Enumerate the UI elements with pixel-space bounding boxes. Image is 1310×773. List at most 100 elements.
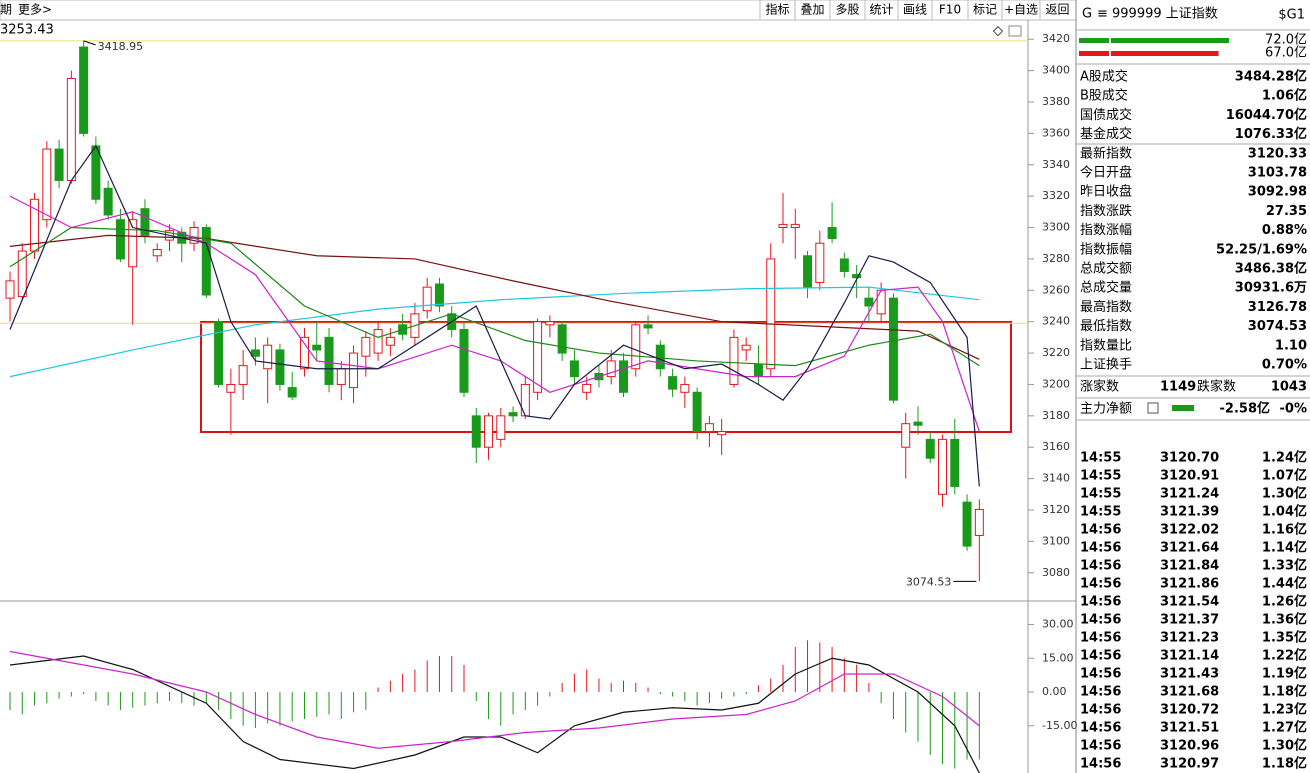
tick-amount: 1.44亿 (1262, 576, 1307, 592)
tick-amount: 1.07亿 (1262, 468, 1307, 484)
tick-price: 3121.84 (1160, 559, 1219, 574)
candle-body (520, 383, 530, 417)
toolbar-button[interactable]: 统计 (869, 3, 893, 17)
toolbar-button[interactable]: +自选 (1004, 3, 1038, 17)
y-tick-label: 3140 (1042, 472, 1070, 485)
tick-time: 14:56 (1080, 739, 1121, 754)
candle-body (152, 249, 162, 257)
moving-average (9, 286, 980, 378)
stat-value: 0.88% (1262, 223, 1307, 238)
stat-label: 总成交额 (1080, 261, 1132, 277)
moving-average (9, 144, 980, 487)
candle-body (741, 344, 751, 351)
y-tick-label: 3200 (1042, 377, 1070, 390)
candle-body (888, 297, 898, 401)
y-tick-label: 3380 (1042, 95, 1070, 108)
annotation-arrow (83, 40, 96, 46)
toolbar-button[interactable]: 返回 (1045, 3, 1069, 17)
tick-time: 14:56 (1080, 649, 1121, 664)
tick-time: 14:56 (1080, 703, 1121, 718)
candle-body (717, 431, 727, 436)
candle-body (312, 344, 322, 351)
icon[interactable]: ◇ (993, 24, 1003, 39)
stat-label: 总成交量 (1080, 280, 1132, 296)
y-tick-label: 3100 (1042, 534, 1070, 547)
candle-body (569, 360, 579, 378)
candle-body (324, 336, 334, 385)
tick-time: 14:55 (1080, 469, 1121, 484)
tick-amount: 1.35亿 (1262, 630, 1307, 646)
candle-body (938, 438, 948, 495)
candle-body (950, 438, 960, 487)
stat-value: 3092.98 (1248, 185, 1307, 200)
candle-body (299, 336, 309, 370)
y-tick-label: 30.00 (1042, 618, 1074, 631)
toolbar-button[interactable]: 指标 (765, 2, 789, 17)
menu-item[interactable]: 期 (0, 3, 12, 17)
tick-price: 3121.14 (1160, 649, 1219, 664)
tick-price: 3121.54 (1160, 595, 1219, 610)
candle-body (115, 219, 125, 260)
y-tick-label: 3280 (1042, 252, 1070, 265)
candle-body (864, 297, 874, 307)
flow-value: -2.58亿 (1220, 401, 1270, 417)
toolbar-button[interactable]: F10 (939, 3, 961, 17)
tag: $G1 (1278, 8, 1305, 23)
stat-value: 30931.6万 (1235, 281, 1307, 296)
icon[interactable] (1147, 402, 1159, 414)
stat-value: 3120.33 (1248, 146, 1307, 161)
stat-value: 1076.33亿 (1235, 126, 1307, 142)
candle-body (128, 219, 138, 268)
candle-body (349, 352, 359, 389)
tick-price: 3120.96 (1160, 739, 1219, 754)
candle-body (422, 286, 432, 312)
candle-body (557, 324, 567, 354)
candle-body (962, 501, 972, 547)
toolbar-button[interactable]: 画线 (903, 3, 927, 17)
toolbar-button[interactable]: 标记 (973, 3, 997, 17)
down-count-label: 跌家数 (1197, 379, 1236, 395)
candle-body (913, 421, 923, 426)
candle-body (263, 344, 273, 370)
tick-amount: 1.18亿 (1262, 756, 1307, 772)
stat-value: 27.35 (1266, 204, 1307, 219)
candle-body (385, 336, 395, 346)
stat-value: 3074.53 (1248, 319, 1307, 334)
candle-body (680, 383, 690, 393)
toolbar-button[interactable]: 叠加 (800, 3, 824, 17)
menu-item[interactable]: 更多> (18, 3, 52, 17)
tick-time: 14:56 (1080, 613, 1121, 628)
candle-body (803, 255, 813, 288)
tick-price: 3121.23 (1160, 631, 1219, 646)
up-count-label: 涨家数 (1080, 379, 1119, 395)
candle-body (361, 336, 371, 357)
tick-amount: 1.30亿 (1262, 486, 1307, 502)
tick-price: 3121.37 (1160, 613, 1219, 628)
stat-value: 0.70% (1262, 358, 1307, 373)
up-count: 1149 (1160, 380, 1196, 395)
menu-icon[interactable]: ≡ (1097, 7, 1108, 22)
candle-body (103, 187, 113, 216)
candle-body (189, 227, 199, 244)
moving-average (9, 234, 980, 360)
volume-bar (1079, 51, 1219, 56)
candle-body (91, 145, 101, 200)
y-tick-label: 3400 (1042, 64, 1070, 77)
tick-time: 14:55 (1080, 487, 1121, 502)
low-annotation: 3074.53 (906, 575, 952, 588)
flow-pct: -0% (1280, 402, 1307, 417)
tick-amount: 1.19亿 (1262, 666, 1307, 682)
candle-body (631, 324, 641, 370)
candle-body (643, 324, 653, 329)
candle-body (533, 321, 543, 393)
icon[interactable] (1008, 25, 1022, 37)
stat-value: 3484.28亿 (1235, 69, 1307, 85)
side-panel: G ≡ 999999 上证指数 $G1 (1076, 7, 1310, 421)
candle-body (815, 242, 825, 283)
candle-body (17, 250, 27, 298)
tick-time: 14:56 (1080, 577, 1121, 592)
tick-time: 14:56 (1080, 721, 1121, 736)
stat-label: 最新指数 (1080, 145, 1132, 161)
toolbar-button[interactable]: 多股 (835, 3, 859, 17)
candle-body (827, 227, 837, 240)
